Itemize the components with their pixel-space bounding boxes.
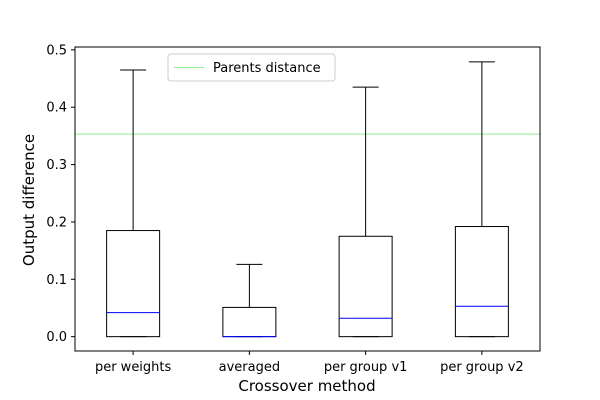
box-3 — [454, 61, 509, 338]
box-iqr — [106, 230, 161, 338]
box-iqr — [222, 306, 277, 338]
y-tick-label: 0.1 — [46, 273, 67, 288]
box-2 — [338, 86, 393, 338]
y-tick-label: 0.2 — [46, 215, 67, 230]
box-iqr — [454, 226, 509, 338]
x-tick-label: per weights — [95, 360, 172, 375]
y-tick-label: 0.4 — [46, 101, 67, 116]
plot-area — [75, 61, 540, 338]
legend-frame — [167, 53, 336, 82]
y-tick-label: 0.3 — [46, 158, 67, 173]
x-tick-label: per group v2 — [440, 360, 524, 375]
legend: Parents distance — [167, 53, 336, 82]
y-tick-label: 0.0 — [46, 330, 67, 345]
x-axis-label: Crossover method — [238, 377, 375, 395]
box-0 — [106, 69, 161, 338]
axes: 0.0 0.1 0.2 0.3 0.4 0.5 per weights averaged per… — [46, 43, 541, 375]
legend-label-parents-distance: Parents distance — [213, 61, 321, 76]
x-tick-label: averaged — [219, 360, 280, 375]
box-iqr — [338, 235, 393, 338]
axes-frame — [74, 46, 541, 352]
box-1 — [222, 263, 277, 338]
y-axis-label: Output difference — [20, 134, 38, 266]
x-tick-label: per group v1 — [324, 360, 408, 375]
y-tick-label: 0.5 — [46, 43, 67, 58]
